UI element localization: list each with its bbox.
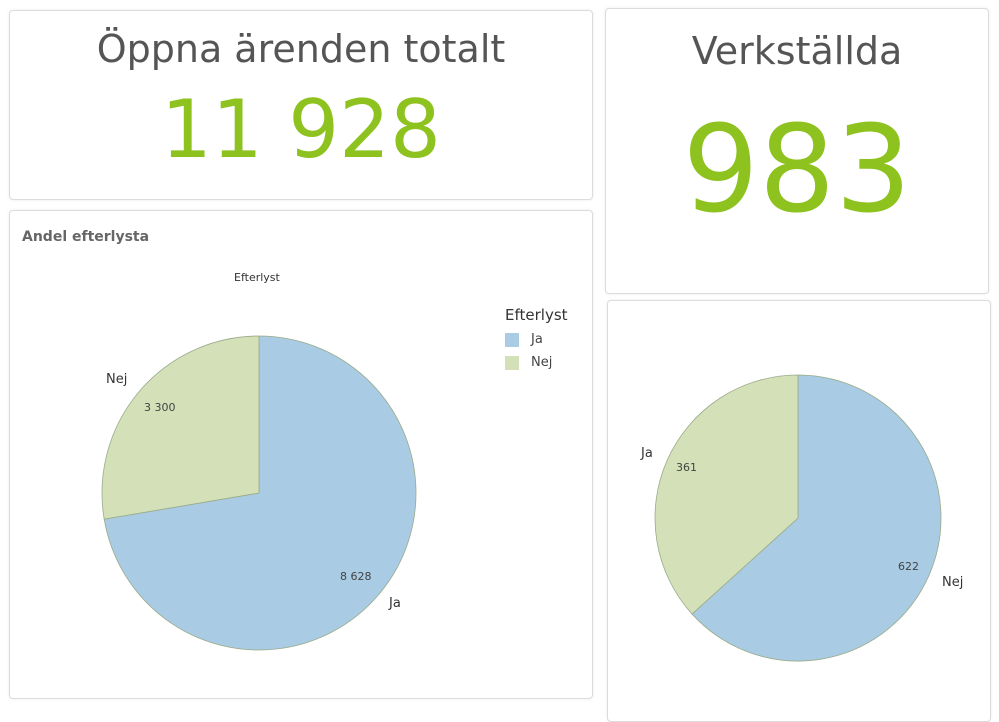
pie-efterlyst [101, 335, 417, 651]
legend-item-ja[interactable]: Ja [505, 332, 568, 347]
legend-item-nej[interactable]: Nej [505, 355, 568, 370]
pie-verkstallda [654, 374, 942, 662]
chart-card-title: Andel efterlysta [22, 229, 150, 245]
pie0-value-label-nej: 3 300 [144, 401, 176, 414]
kpi-executed-card: Verkställda 983 [605, 8, 989, 294]
pie1-category-label-nej: Nej [942, 575, 964, 590]
legend-swatch-ja [505, 332, 519, 347]
legend: Efterlyst Ja Nej [505, 306, 568, 370]
legend-swatch-nej [505, 355, 519, 370]
chart-title: Efterlyst [234, 271, 280, 284]
pie1-value-label-nej: 622 [898, 560, 919, 573]
kpi-open-value: 11 928 [161, 83, 441, 176]
legend-label: Ja [531, 332, 543, 347]
legend-title: Efterlyst [505, 306, 568, 324]
pie1-value-label-ja: 361 [676, 461, 697, 474]
kpi-open-title: Öppna ärenden totalt [96, 27, 506, 71]
kpi-open-cases-card: Öppna ärenden totalt 11 928 [9, 10, 593, 200]
pie0-category-label-ja: Ja [389, 596, 401, 611]
pie-slice-ja[interactable] [103, 335, 417, 651]
legend-label: Nej [531, 355, 553, 370]
kpi-executed-title: Verkställda [691, 29, 903, 73]
pie-slice-nej[interactable] [101, 335, 260, 520]
pie0-category-label-nej: Nej [106, 372, 128, 387]
pie-slice-nej[interactable] [691, 374, 942, 662]
kpi-executed-value: 983 [682, 101, 912, 240]
pie-charts-svg [101, 335, 942, 662]
pie1-category-label-ja: Ja [641, 446, 653, 461]
pie0-value-label-ja: 8 628 [340, 570, 372, 583]
pie-slice-ja[interactable] [654, 374, 799, 615]
